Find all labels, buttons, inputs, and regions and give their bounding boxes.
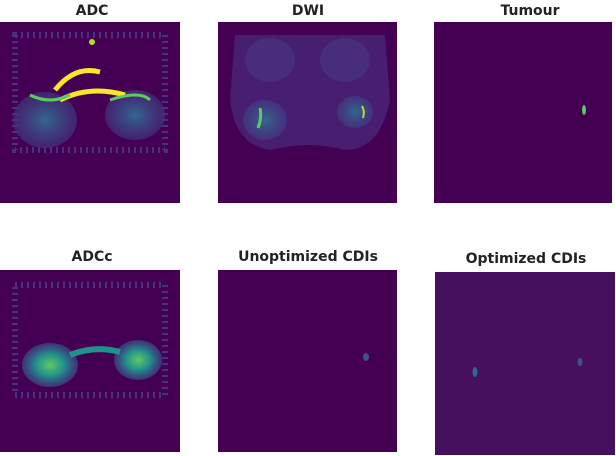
panel-optimized: Optimized CDIs [435, 251, 615, 455]
panel-title: Tumour [500, 3, 559, 19]
panel-unoptimized: Unoptimized CDIs [218, 249, 397, 452]
panel-title: DWI [292, 3, 324, 19]
panel-title: ADC [76, 3, 109, 19]
panel-tumour: Tumour [434, 3, 612, 203]
panel-title: Unoptimized CDIs [238, 249, 378, 265]
panel-title: ADCc [71, 249, 112, 265]
panel-adc: ADC [0, 3, 180, 203]
panel-adcc: ADCc [0, 249, 180, 452]
panel-dwi: DWI [218, 3, 397, 203]
panel-title: Optimized CDIs [466, 251, 587, 267]
